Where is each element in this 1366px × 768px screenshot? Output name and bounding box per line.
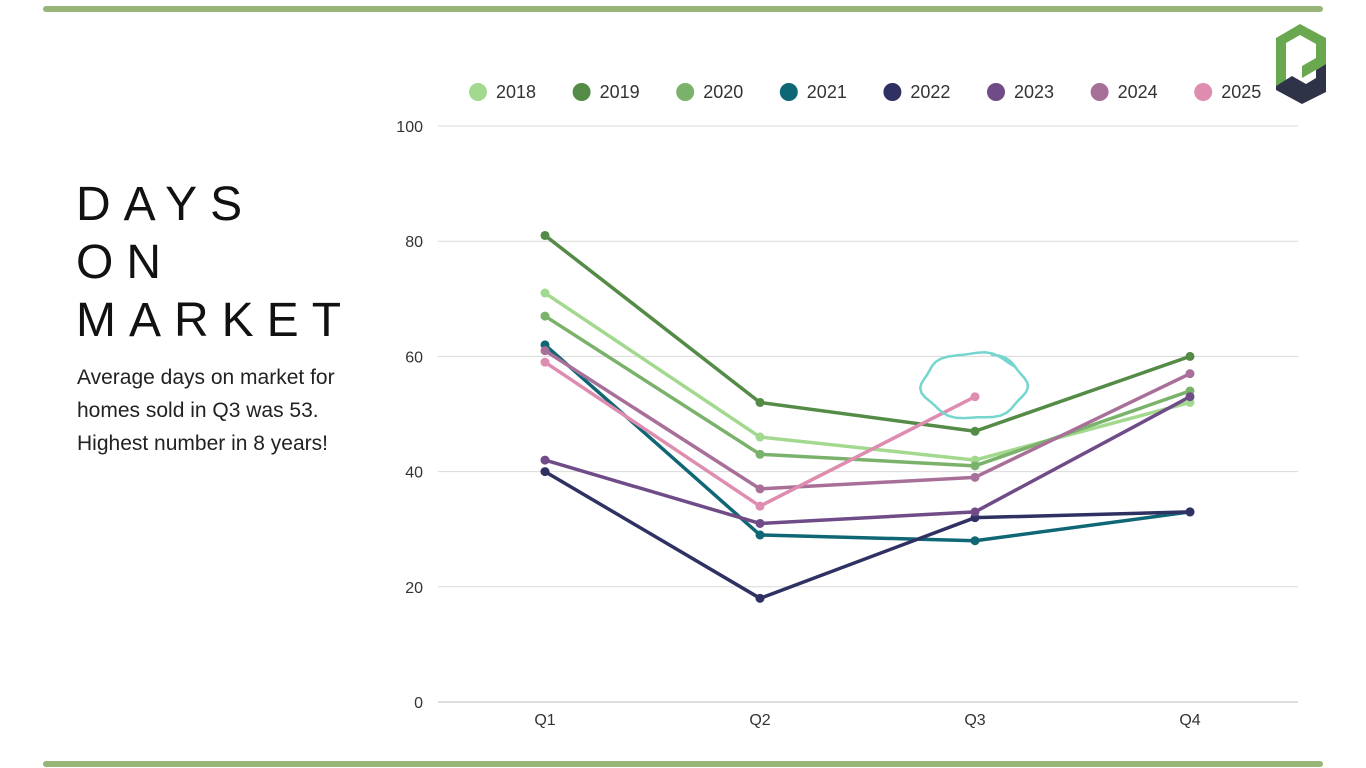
data-point-2021-Q2 [755, 530, 765, 540]
data-point-2024-Q2 [755, 484, 765, 494]
y-axis: 0 20 40 60 80 100 [396, 119, 423, 712]
series-line-2020 [543, 314, 1192, 468]
data-point-2021-Q3 [970, 536, 980, 546]
series-line-2022 [543, 469, 1192, 601]
legend-label-2019: 2019 [600, 82, 640, 102]
chart-annotation [918, 351, 1030, 420]
data-point-2023-Q3 [970, 507, 980, 517]
legend-marker-2020 [676, 83, 695, 101]
x-axis: Q1 Q2 Q3 Q4 [534, 712, 1200, 729]
chart-gridlines [438, 125, 1298, 703]
logo-p-shape [1276, 24, 1326, 86]
top-accent-bar [43, 6, 1323, 12]
data-point-2023-Q4 [1185, 392, 1195, 402]
x-tick-label: Q4 [1179, 712, 1200, 729]
legend-label-2022: 2022 [910, 82, 950, 102]
legend-label-2023: 2023 [1014, 82, 1054, 102]
data-point-2019-Q2 [755, 397, 765, 407]
legend-label-2018: 2018 [496, 82, 536, 102]
series-line-2021 [543, 343, 1192, 543]
pd-logo-icon [1276, 24, 1326, 104]
y-tick-label: 60 [405, 349, 423, 366]
legend-marker-2025 [1194, 83, 1213, 101]
data-point-2019-Q3 [970, 426, 980, 436]
data-point-2020-Q1 [540, 311, 550, 321]
title-line-1: DAYS [76, 178, 256, 231]
data-point-2024-Q4 [1185, 369, 1195, 379]
bottom-accent-bar [43, 761, 1323, 767]
slide-title: DAYS ON MARKET [76, 176, 354, 350]
title-line-3: MARKET [76, 294, 355, 347]
data-point-2023-Q2 [755, 518, 765, 528]
data-point-2020-Q3 [970, 461, 980, 471]
data-point-2024-Q3 [970, 472, 980, 482]
data-point-2020-Q2 [755, 449, 765, 459]
series-line-2019 [543, 233, 1192, 434]
data-point-2024-Q1 [540, 346, 550, 356]
legend-marker-2022 [883, 83, 902, 101]
data-point-2025-Q2 [755, 501, 765, 511]
logo-d-shape [1276, 64, 1326, 104]
legend-label-2020: 2020 [703, 82, 743, 102]
data-point-2025-Q3 [970, 392, 980, 402]
title-line-2: ON [76, 236, 174, 289]
slide-subtitle: Average days on market for homes sold in… [77, 366, 335, 455]
y-tick-label: 0 [414, 695, 423, 712]
series-line-2023 [543, 394, 1192, 526]
x-tick-label: Q1 [534, 712, 555, 729]
data-point-2019-Q4 [1185, 351, 1195, 361]
data-point-2025-Q1 [540, 357, 550, 367]
data-point-2022-Q1 [540, 467, 550, 477]
y-tick-label: 100 [396, 119, 423, 136]
legend-label-2021: 2021 [807, 82, 847, 102]
data-point-2022-Q2 [755, 593, 765, 603]
chart-legend: 2018 2019 2020 2021 2022 2023 2024 2025 [469, 82, 1261, 102]
legend-marker-2019 [572, 83, 591, 101]
data-point-2018-Q1 [540, 288, 550, 298]
highlight-circle-annotation [918, 351, 1030, 420]
legend-label-2024: 2024 [1118, 82, 1158, 102]
data-point-2019-Q1 [540, 230, 550, 240]
data-point-2018-Q2 [755, 432, 765, 442]
series-line-2024 [543, 348, 1192, 491]
x-tick-label: Q2 [749, 712, 770, 729]
data-point-2023-Q1 [540, 455, 550, 465]
legend-marker-2024 [1090, 83, 1109, 101]
y-tick-label: 40 [405, 465, 423, 482]
legend-marker-2018 [469, 83, 487, 101]
chart-series-lines [543, 233, 1192, 601]
legend-marker-2021 [779, 83, 798, 101]
data-point-2022-Q4 [1185, 507, 1195, 517]
series-line-2018 [543, 291, 1192, 462]
legend-marker-2023 [987, 83, 1005, 101]
chart-data-points [540, 230, 1195, 603]
legend-label-2025: 2025 [1221, 82, 1261, 102]
x-tick-label: Q3 [964, 712, 985, 729]
y-tick-label: 20 [405, 580, 423, 597]
y-tick-label: 80 [405, 234, 423, 251]
